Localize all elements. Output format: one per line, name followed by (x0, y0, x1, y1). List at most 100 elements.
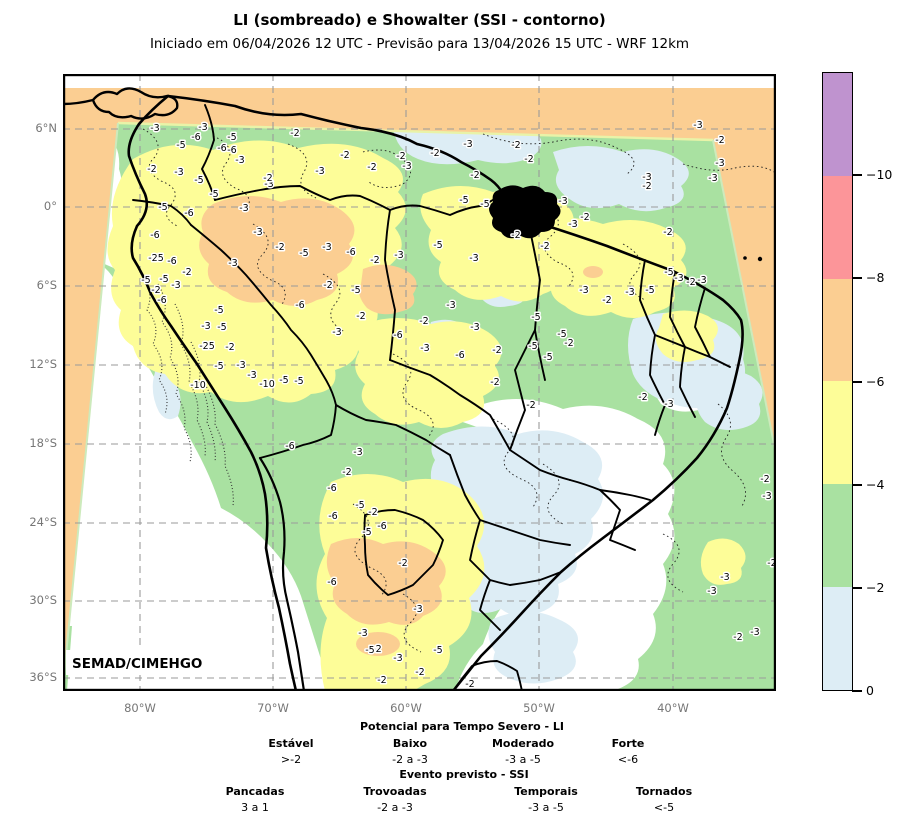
lat-tick-label: 6°S (36, 278, 57, 292)
lon-tick-label: 70°W (257, 701, 289, 715)
contour-label: -5 (217, 322, 226, 333)
contour-label: -2 (602, 295, 611, 306)
contour-label: -2 (733, 632, 742, 643)
contour-label: -2 (526, 400, 535, 411)
contour-label: -3 (171, 280, 180, 291)
contour-label: -6 (393, 330, 402, 341)
contour-label: -3 (720, 572, 729, 583)
contour-label: -3 (353, 447, 362, 458)
legend-category: Tornados (635, 785, 693, 798)
contour-label: -25 (148, 253, 164, 264)
contour-label: -5 (365, 645, 374, 656)
contour-label: -3 (469, 253, 478, 264)
contour-label: -3 (332, 327, 341, 338)
contour-label: -3 (393, 653, 402, 664)
contour-label: -2 (147, 164, 156, 175)
contour-label: -5 (557, 329, 566, 340)
contour-label: -2 (370, 255, 379, 266)
contour-label: -2 (340, 150, 349, 161)
contour-label: -2 (415, 667, 424, 678)
contour-label: -2 (511, 230, 520, 241)
contour-label: -2 (564, 338, 573, 349)
contour-label: -3 (463, 139, 472, 150)
contour-label: -2 (396, 151, 405, 162)
lat-tick-label: 18°S (29, 436, 57, 450)
contour-label: -5 (355, 500, 364, 511)
contour-label: -25 (199, 341, 215, 352)
legend-column: Temporais -3 a -5 (514, 784, 578, 816)
lat-tick-label: 24°S (29, 515, 57, 529)
contour-label: -2 (663, 227, 672, 238)
contour-label: -2 (263, 173, 272, 184)
map-canvas: -3 -3-6-5-5-6-3-2 -3-5-2-3-5-6-6-25 -6-2-5-… (63, 74, 776, 691)
contour-label: -5 (158, 202, 167, 213)
legend-range: 3 a 1 (241, 801, 269, 814)
legend-column: Trovoadas -2 a -3 (363, 784, 426, 816)
contour-label: -2 (580, 212, 589, 223)
contour-label: -2 (323, 280, 332, 291)
contour-label: -3 (174, 167, 183, 178)
contour-label: -6 (327, 577, 336, 588)
contour-label: -10 (259, 379, 275, 390)
colorbar-segment (823, 73, 852, 176)
contour-label: -6 (150, 230, 159, 241)
contour-label: -2 (290, 128, 299, 139)
contour-label: -2 (767, 558, 776, 569)
legend-column: Forte <-6 (612, 736, 645, 768)
contour-label: -2 (686, 277, 695, 288)
map-frame (63, 74, 776, 691)
domain-edge (63, 122, 119, 687)
legend-ssi-header: Evento previsto - SSI (399, 768, 529, 781)
contour-label: -5 (664, 267, 673, 278)
lon-tick-label: 60°W (390, 701, 422, 715)
colorbar-tick-label: −8 (866, 270, 885, 286)
contour-label: -5 (141, 275, 150, 286)
legend-column: Baixo -2 a -3 (392, 736, 428, 768)
contour-label: -5 (351, 285, 360, 296)
lat-tick-label: 0° (43, 199, 57, 213)
legend-column: Tornados <-5 (636, 784, 692, 816)
island-dot (757, 256, 763, 262)
contour-label: -3 (558, 196, 567, 207)
contour-label: -3 (750, 627, 759, 638)
andes-speckle-contours (140, 273, 234, 507)
colorbar-segment (823, 381, 852, 485)
contour-label: -3 (322, 242, 331, 253)
contour-label: -5 (214, 361, 223, 372)
contour-label: -5 (645, 285, 654, 296)
contour-label: -2 (465, 679, 474, 690)
colorbar-tick-mark (852, 277, 862, 280)
contour-label: -5 (299, 248, 308, 259)
contour-label: -5 (543, 352, 552, 363)
legend-column: Pancadas 3 a 1 (226, 784, 285, 816)
contour-label: -3 (150, 123, 159, 134)
shading-layers (63, 119, 776, 691)
legend-category: Estável (268, 737, 314, 750)
contour-label: -2 (377, 675, 386, 686)
contour-label: -5 (362, 527, 371, 538)
contour-label: -2 (511, 140, 520, 151)
island-dot (743, 256, 747, 260)
watermark: SEMAD/CIMEHGO (66, 650, 216, 675)
contour-label: -5 (433, 240, 442, 251)
contour-label: -2 (492, 345, 501, 356)
legend-category: Forte (611, 737, 645, 750)
contour-label: -2 (275, 242, 284, 253)
contour-label: -3 (247, 370, 256, 381)
contour-label: -3 (264, 179, 273, 190)
colorbar-tick-mark (852, 483, 862, 486)
contour-label: -3 (198, 122, 207, 133)
contour-label: -6 (328, 511, 337, 522)
contour-label: -5 (227, 132, 236, 143)
lon-tick-label: 40°W (657, 701, 689, 715)
domain-edge (117, 121, 714, 142)
contour-label: -6 (167, 256, 176, 267)
contour-label: -3 (568, 219, 577, 230)
contour-label: -6 (295, 300, 304, 311)
contour-label: -2 (638, 392, 647, 403)
contour-label: -6 (191, 132, 200, 143)
legend-category: Moderado (491, 737, 555, 750)
watermark-text: SEMAD/CIMEHGO (72, 656, 202, 672)
contour-label: -3 (708, 173, 717, 184)
ssi-contours (142, 128, 776, 653)
